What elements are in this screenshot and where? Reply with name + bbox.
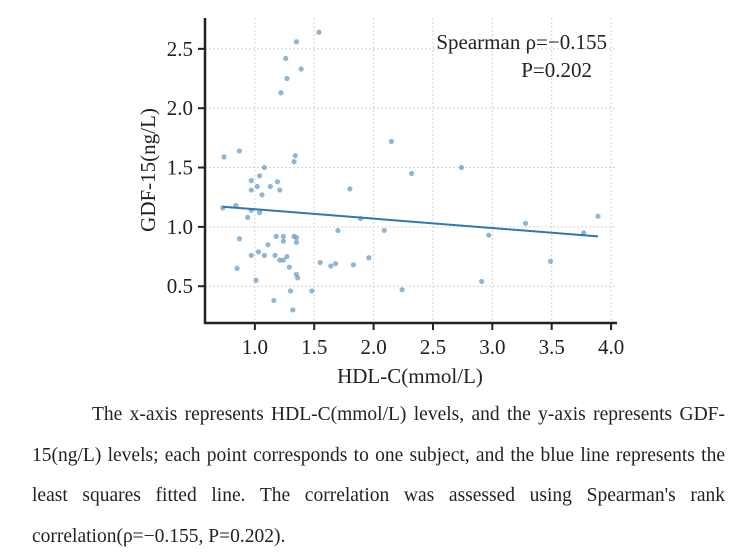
fit-line-group bbox=[222, 205, 599, 238]
data-point bbox=[295, 275, 301, 281]
data-point bbox=[381, 227, 387, 234]
grid bbox=[205, 18, 617, 323]
data-point bbox=[277, 187, 283, 193]
data-point bbox=[366, 255, 372, 261]
data-point bbox=[259, 192, 265, 198]
data-point bbox=[253, 277, 259, 283]
data-point bbox=[248, 187, 254, 193]
data-point bbox=[388, 138, 395, 145]
data-point bbox=[283, 55, 289, 61]
data-point bbox=[277, 257, 283, 263]
data-point bbox=[309, 288, 315, 294]
data-point bbox=[257, 173, 263, 179]
axes: 1.0 1.5 2.0 2.5 3.0 3.5 4.0 0.5 1.0 1.5 2.0 2.5 bbox=[167, 18, 624, 359]
y-tick-label: 2.0 bbox=[167, 96, 193, 120]
data-point bbox=[317, 259, 323, 266]
fit-line bbox=[222, 205, 599, 238]
scatter-chart: 1.0 1.5 2.0 2.5 3.0 3.5 4.0 0.5 1.0 1.5 2.0 2.5 GDF… bbox=[136, 18, 624, 388]
data-point bbox=[292, 153, 298, 159]
y-axis-label: GDF-15(ng/L) bbox=[136, 108, 160, 232]
annotation-spearman: Spearman ρ=−0.155 bbox=[436, 30, 607, 54]
data-point bbox=[257, 210, 263, 216]
data-point bbox=[316, 29, 322, 35]
data-point bbox=[265, 242, 271, 248]
data-point bbox=[293, 234, 300, 241]
x-axis-label: HDL-C(mmol/L) bbox=[337, 364, 483, 388]
x-tick-label: 3.5 bbox=[539, 335, 565, 359]
caption-text: The x-axis represents HDL-C(mmol/L) leve… bbox=[32, 404, 725, 547]
scatter-points bbox=[220, 29, 601, 313]
data-point bbox=[236, 236, 243, 242]
data-point bbox=[486, 232, 492, 238]
data-point bbox=[408, 170, 415, 177]
data-point bbox=[328, 263, 334, 269]
annotation-p-value: P=0.202 bbox=[521, 58, 592, 82]
data-point bbox=[236, 148, 243, 154]
data-point bbox=[284, 253, 290, 260]
data-point bbox=[261, 164, 267, 171]
data-point bbox=[234, 265, 240, 272]
data-point bbox=[290, 307, 296, 313]
x-tick-label: 2.0 bbox=[360, 335, 386, 359]
data-point bbox=[248, 177, 254, 184]
data-point bbox=[479, 278, 485, 285]
data-point bbox=[273, 233, 279, 239]
data-point bbox=[595, 213, 601, 219]
data-point bbox=[221, 154, 227, 160]
x-tick-label: 3.0 bbox=[479, 335, 505, 359]
data-point bbox=[350, 262, 357, 268]
data-point bbox=[286, 264, 292, 270]
data-point bbox=[261, 252, 267, 258]
data-point bbox=[278, 90, 284, 96]
data-point bbox=[581, 230, 587, 236]
data-point bbox=[287, 288, 294, 294]
data-point bbox=[245, 214, 251, 220]
data-point bbox=[271, 297, 277, 304]
data-point bbox=[293, 39, 300, 45]
x-tick-label: 1.0 bbox=[242, 335, 268, 359]
data-point bbox=[274, 179, 281, 185]
data-point bbox=[291, 158, 297, 165]
y-tick-label: 0.5 bbox=[167, 274, 193, 298]
data-point bbox=[255, 249, 262, 255]
x-tick-label: 4.0 bbox=[598, 335, 624, 359]
data-point bbox=[293, 239, 300, 245]
data-point bbox=[399, 287, 405, 293]
data-point bbox=[284, 75, 290, 82]
data-point bbox=[522, 220, 529, 226]
data-point bbox=[272, 252, 278, 258]
x-tick-label: 1.5 bbox=[301, 335, 327, 359]
data-point bbox=[547, 258, 554, 264]
x-tick-label: 2.5 bbox=[420, 335, 446, 359]
data-point bbox=[458, 164, 465, 171]
y-tick-label: 1.5 bbox=[167, 156, 193, 180]
data-point bbox=[298, 66, 304, 72]
data-point bbox=[267, 183, 273, 190]
y-tick-label: 1.0 bbox=[167, 215, 193, 239]
data-point bbox=[333, 261, 339, 267]
y-tick-label: 2.5 bbox=[167, 37, 193, 61]
data-point bbox=[280, 233, 286, 239]
data-point bbox=[254, 183, 260, 190]
data-point bbox=[280, 238, 286, 244]
data-point bbox=[347, 186, 353, 192]
data-point bbox=[248, 252, 254, 258]
figure-caption: The x-axis represents HDL-C(mmol/L) leve… bbox=[32, 395, 725, 557]
data-point bbox=[335, 227, 341, 234]
data-point bbox=[280, 257, 286, 263]
